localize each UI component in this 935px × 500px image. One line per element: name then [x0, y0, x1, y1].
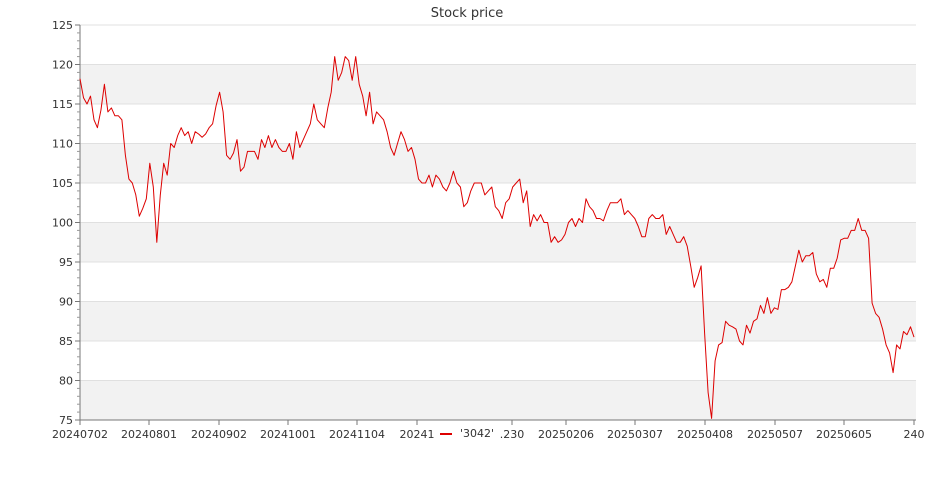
- x-tick-label: 240: [904, 428, 925, 441]
- x-tick-label: 20250605: [816, 428, 872, 441]
- plot-band: [80, 104, 916, 144]
- plot-band: [80, 64, 916, 104]
- x-tick-label: 20240902: [191, 428, 247, 441]
- legend-box: [436, 424, 500, 441]
- series-group: [79, 56, 915, 419]
- y-tick-label: 105: [52, 177, 73, 190]
- x-tick-label: 20240702: [52, 428, 108, 441]
- series-line: [79, 56, 915, 419]
- chart-title: Stock price: [431, 6, 503, 21]
- x-tick-label: 20241104: [329, 428, 385, 441]
- x-tick-label: 20250507: [747, 428, 803, 441]
- x-tick-label: 20250206: [538, 428, 594, 441]
- x-tick-label: 20241001: [260, 428, 316, 441]
- y-tick-label: 110: [52, 138, 73, 151]
- y-tick-label: 125: [52, 19, 73, 32]
- y-tick-label: 100: [52, 217, 73, 230]
- plot-band: [80, 380, 916, 420]
- x-tick-label: .230: [500, 428, 525, 441]
- plot-bands: [80, 25, 916, 420]
- plot-band: [80, 341, 916, 381]
- y-tick-label: 120: [52, 59, 73, 72]
- y-tick-label: 85: [59, 335, 73, 348]
- legend: '3042': [436, 424, 500, 441]
- plot-band: [80, 183, 916, 223]
- plot-band: [80, 262, 916, 302]
- y-tick-label: 95: [59, 256, 73, 269]
- plot-band: [80, 25, 916, 65]
- x-axis: 20240702 20240801 20240902 20241001 20241104…: [52, 420, 925, 441]
- y-tick-label: 80: [59, 375, 73, 388]
- legend-label: '3042': [460, 427, 494, 440]
- plot-band: [80, 143, 916, 183]
- y-axis: 75 80 85 90 95 100 105 110 115 120 125: [52, 19, 80, 427]
- y-tick-label: 115: [52, 98, 73, 111]
- x-tick-label: 20241: [400, 428, 435, 441]
- y-tick-label: 75: [59, 414, 73, 427]
- plot-band: [80, 301, 916, 341]
- y-tick-label: 90: [59, 296, 73, 309]
- x-tick-label: 20250307: [607, 428, 663, 441]
- plot-band: [80, 222, 916, 262]
- x-tick-label: 20250408: [677, 428, 733, 441]
- x-tick-label: 20240801: [121, 428, 177, 441]
